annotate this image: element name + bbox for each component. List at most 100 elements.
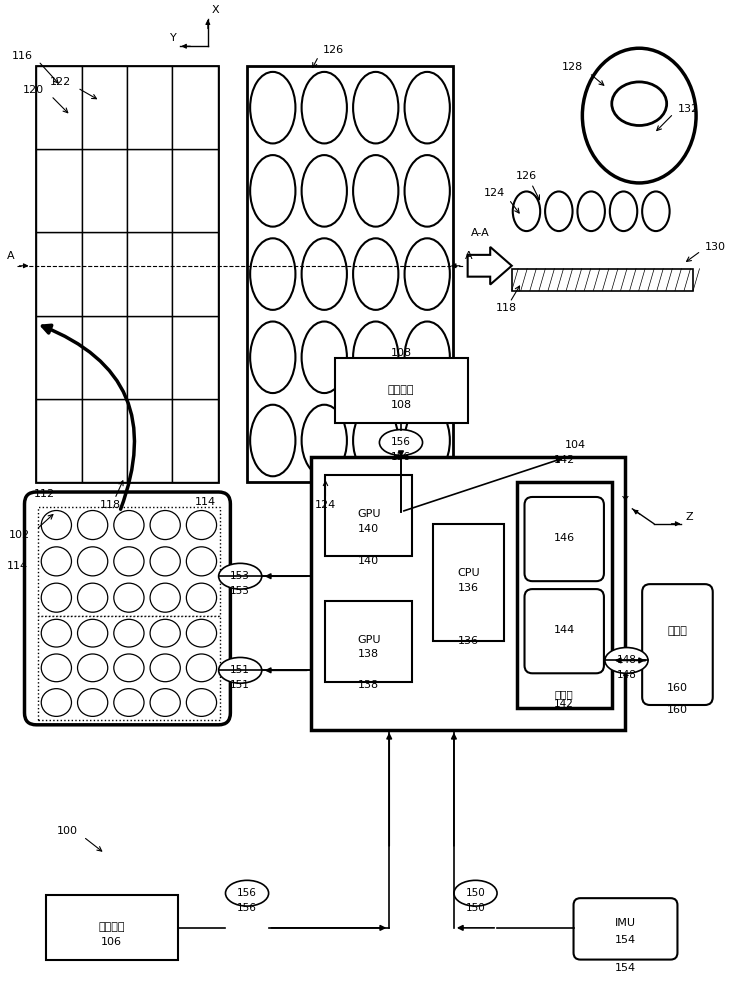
Bar xyxy=(127,66,172,149)
Text: 153: 153 xyxy=(230,571,250,581)
Bar xyxy=(335,358,468,423)
Bar xyxy=(325,601,412,682)
Text: 102: 102 xyxy=(10,530,30,540)
Bar xyxy=(36,66,81,149)
Ellipse shape xyxy=(405,155,450,227)
Text: A: A xyxy=(7,251,15,261)
Text: 眼睛跟踪: 眼睛跟踪 xyxy=(98,922,125,932)
Ellipse shape xyxy=(353,155,398,227)
Ellipse shape xyxy=(186,619,216,647)
Text: 内容源: 内容源 xyxy=(668,626,688,636)
Ellipse shape xyxy=(405,405,450,476)
Ellipse shape xyxy=(250,405,295,476)
Bar xyxy=(247,66,453,482)
Text: 112: 112 xyxy=(34,489,56,499)
Ellipse shape xyxy=(150,583,180,612)
Bar xyxy=(512,269,693,291)
Ellipse shape xyxy=(380,430,422,455)
Bar xyxy=(46,895,178,960)
Text: 存储器: 存储器 xyxy=(555,689,574,699)
Bar xyxy=(311,457,625,730)
Text: 100: 100 xyxy=(56,826,78,836)
Ellipse shape xyxy=(353,238,398,310)
Text: IMU: IMU xyxy=(615,918,636,928)
Bar xyxy=(325,475,412,556)
Text: 148: 148 xyxy=(616,655,636,665)
Text: 118: 118 xyxy=(100,500,122,510)
Ellipse shape xyxy=(226,880,268,906)
Bar xyxy=(172,316,218,399)
Bar xyxy=(36,149,81,232)
Ellipse shape xyxy=(218,563,262,589)
Ellipse shape xyxy=(545,191,572,231)
Text: 151: 151 xyxy=(230,680,250,690)
Bar xyxy=(81,66,127,149)
Ellipse shape xyxy=(405,322,450,393)
Ellipse shape xyxy=(218,657,262,683)
Bar xyxy=(81,399,127,482)
Text: 151: 151 xyxy=(230,665,250,675)
Text: 108: 108 xyxy=(391,348,411,358)
Ellipse shape xyxy=(578,191,605,231)
Ellipse shape xyxy=(186,547,216,576)
Ellipse shape xyxy=(78,689,108,716)
Text: Y: Y xyxy=(622,496,628,506)
FancyBboxPatch shape xyxy=(642,584,712,705)
Ellipse shape xyxy=(114,511,144,540)
Bar xyxy=(81,232,127,316)
Bar xyxy=(172,232,218,316)
FancyBboxPatch shape xyxy=(573,898,677,960)
Ellipse shape xyxy=(250,72,295,143)
Text: 156: 156 xyxy=(237,903,257,913)
Text: 138: 138 xyxy=(358,649,379,659)
Ellipse shape xyxy=(612,82,667,125)
Bar xyxy=(81,149,127,232)
Ellipse shape xyxy=(150,689,180,716)
Text: 116: 116 xyxy=(11,51,32,61)
Text: 150: 150 xyxy=(465,888,485,898)
Ellipse shape xyxy=(250,155,295,227)
Ellipse shape xyxy=(186,511,216,540)
Text: Y: Y xyxy=(170,33,177,43)
Text: 153: 153 xyxy=(230,586,250,596)
Ellipse shape xyxy=(642,191,670,231)
Ellipse shape xyxy=(78,583,108,612)
Bar xyxy=(517,482,612,708)
Ellipse shape xyxy=(150,511,180,540)
Text: 156: 156 xyxy=(391,452,411,462)
Text: 106: 106 xyxy=(101,937,122,947)
Ellipse shape xyxy=(405,238,450,310)
Text: 118: 118 xyxy=(496,303,517,313)
Text: 104: 104 xyxy=(565,440,586,450)
Ellipse shape xyxy=(301,155,347,227)
Bar xyxy=(36,232,81,316)
Ellipse shape xyxy=(150,547,180,576)
Ellipse shape xyxy=(186,654,216,682)
Text: CPU: CPU xyxy=(457,568,480,578)
Ellipse shape xyxy=(78,654,108,682)
Bar xyxy=(127,149,172,232)
Ellipse shape xyxy=(41,547,72,576)
Ellipse shape xyxy=(114,654,144,682)
Text: 144: 144 xyxy=(553,625,575,635)
Text: 148: 148 xyxy=(616,670,636,680)
Bar xyxy=(127,399,172,482)
Text: 124: 124 xyxy=(315,500,336,510)
Ellipse shape xyxy=(186,689,216,716)
Text: A-A: A-A xyxy=(471,228,490,238)
Text: 142: 142 xyxy=(554,699,574,709)
Text: A: A xyxy=(465,251,472,261)
Ellipse shape xyxy=(301,238,347,310)
FancyBboxPatch shape xyxy=(525,589,604,673)
Bar xyxy=(172,66,218,149)
Ellipse shape xyxy=(150,619,180,647)
Ellipse shape xyxy=(186,583,216,612)
Bar xyxy=(36,66,218,482)
Text: 140: 140 xyxy=(358,524,379,534)
Bar xyxy=(38,616,220,720)
Bar xyxy=(36,316,81,399)
Text: GPU: GPU xyxy=(357,509,380,519)
Text: 120: 120 xyxy=(23,85,44,95)
Ellipse shape xyxy=(150,654,180,682)
Ellipse shape xyxy=(301,72,347,143)
